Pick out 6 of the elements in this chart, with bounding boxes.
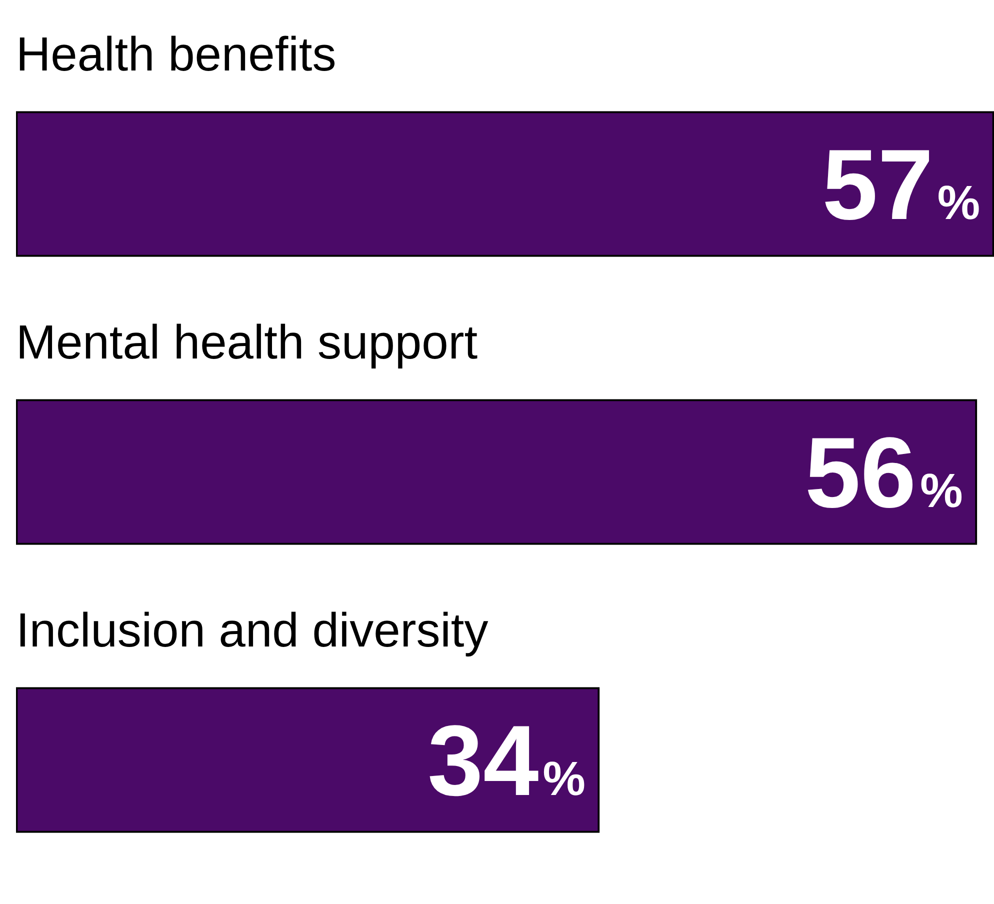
data-label: 34%	[427, 705, 586, 817]
data-label: 56%	[804, 417, 963, 529]
y-tick-label: Mental health support	[16, 316, 478, 370]
data-label: 57%	[822, 129, 980, 241]
y-tick-label: Inclusion and diversity	[16, 604, 488, 658]
y-tick-label: Health benefits	[16, 28, 336, 82]
